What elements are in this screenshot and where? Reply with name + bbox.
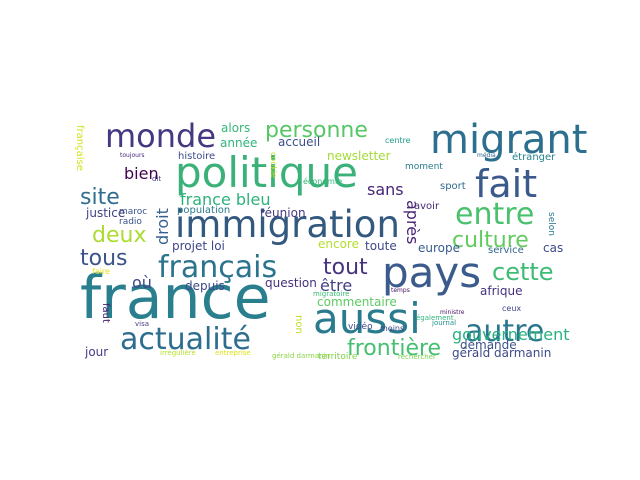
word: gouvernement	[452, 325, 570, 344]
word: justice	[86, 206, 126, 220]
word: ceux	[502, 304, 522, 313]
word: personne	[265, 118, 368, 143]
word: entreprise	[215, 349, 251, 357]
word: encore	[318, 237, 359, 251]
word: histoire	[178, 151, 216, 162]
word: faut	[100, 303, 111, 323]
word: économie	[303, 177, 343, 186]
word: immigration	[175, 203, 400, 246]
word: année	[220, 136, 258, 150]
word: être	[320, 276, 353, 295]
word: service	[488, 245, 524, 256]
word: tous	[80, 246, 128, 271]
word: territoire	[318, 352, 358, 362]
word: également	[416, 314, 454, 322]
word: autre	[465, 314, 545, 349]
word: moins	[380, 324, 405, 333]
word: bien	[124, 164, 159, 183]
word-cloud: france immigration politique migrant pay…	[74, 117, 587, 364]
word: visa	[135, 320, 150, 328]
word: population	[177, 205, 231, 216]
word: newsletter	[327, 149, 391, 163]
word: afrique	[480, 284, 523, 298]
word: cookie	[269, 152, 278, 178]
word: europe	[418, 241, 460, 255]
word: france	[80, 263, 271, 333]
word: deux	[92, 223, 147, 248]
word: gérald darmanin	[272, 352, 330, 360]
word: média	[477, 152, 496, 159]
word: réunion	[260, 206, 306, 220]
word: avoir	[414, 201, 440, 212]
word: fait	[475, 162, 538, 206]
word: question	[265, 276, 317, 290]
word: gérald darmanin	[452, 346, 552, 360]
word: accueil	[278, 135, 321, 149]
word: depuis	[185, 279, 225, 293]
word: frontière	[347, 336, 442, 361]
word: migrant	[430, 117, 588, 163]
word: vidéo	[348, 322, 373, 332]
word: sport	[440, 181, 466, 192]
word: commentaire	[317, 295, 397, 309]
word: tout	[323, 255, 368, 280]
word: site	[80, 185, 120, 210]
word: demande	[460, 338, 517, 352]
word: temps	[391, 287, 410, 294]
word: france bleu	[180, 190, 271, 209]
word: dit	[152, 175, 162, 183]
word: rechercher	[398, 353, 436, 361]
word: non	[293, 315, 304, 334]
word: toute	[365, 239, 397, 253]
word: irrégulière	[160, 349, 196, 357]
word: jour	[85, 345, 109, 359]
word: centre	[385, 136, 411, 145]
word: actualité	[120, 322, 251, 357]
word: étranger	[512, 152, 556, 163]
word: cas	[543, 241, 564, 255]
word: où	[132, 273, 152, 292]
word: maroc	[119, 207, 148, 217]
word: aussi	[313, 294, 421, 343]
word: faire	[92, 267, 110, 276]
word: droit	[153, 208, 172, 245]
word: selon	[546, 212, 556, 236]
word: culture	[452, 228, 529, 253]
word: ministre	[440, 309, 465, 316]
word: alors	[221, 121, 251, 135]
word: toujours	[120, 152, 145, 159]
word: entre	[455, 197, 535, 232]
word: cette	[492, 258, 554, 286]
word: moment	[405, 162, 443, 172]
word: française	[74, 125, 85, 171]
word: sans	[367, 180, 404, 199]
word: projet loi	[172, 239, 225, 253]
word: pays	[382, 248, 482, 297]
word: monde	[105, 117, 217, 155]
word: français	[158, 250, 278, 285]
word: radio	[119, 217, 142, 227]
word: politique	[175, 148, 358, 197]
word: journal	[432, 319, 457, 327]
word: migratoire	[313, 290, 350, 298]
